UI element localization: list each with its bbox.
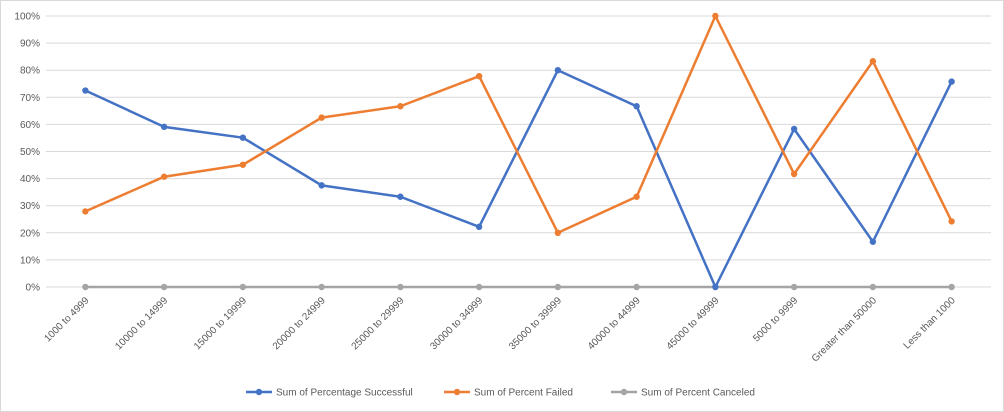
x-tick-label: 30000 to 34999 [428,295,485,352]
y-tick-label: 80% [20,66,40,77]
x-tick-label: 5000 to 9999 [751,295,800,344]
legend: Sum of Percentage Successful Sum of Perce… [246,388,755,399]
legend-marker [620,388,628,396]
data-point [397,283,404,291]
data-point [790,283,798,291]
data-point [82,283,89,291]
data-point [239,134,247,141]
y-axis: 0% 10% 20% 30% 40% 50% 60% 70% 80% 90% 100% [14,12,40,294]
y-tick-label: 40% [20,174,40,185]
data-point [82,87,89,94]
legend-item: Sum of Percent Canceled [611,388,755,399]
x-tick-label: 15000 to 19999 [192,295,249,352]
data-point [318,283,325,291]
x-axis: 1000 to 4999 10000 to 14999 15000 to 19999… [42,295,958,364]
x-tick-label: 20000 to 24999 [271,295,328,352]
y-tick-label: 90% [20,39,40,50]
data-point [948,218,955,225]
legend-item: Sum of Percentage Successful [246,388,413,399]
x-tick-label: 1000 to 4999 [42,295,91,344]
data-point [475,223,483,231]
legend-marker [255,388,263,396]
series-line [84,68,953,289]
data-point [633,193,640,200]
series-line [84,14,953,235]
x-tick-label: 35000 to 39999 [507,295,564,352]
series-0 [82,67,955,291]
data-point [790,170,798,178]
data-point [160,173,168,180]
x-tick-label: Greater than 50000 [810,295,879,364]
data-point [712,283,719,291]
legend-label: Sum of Percent Failed [474,388,573,399]
data-point [554,229,562,236]
legend-item: Sum of Percent Failed [444,388,573,399]
data-point [239,161,247,168]
data-point [397,193,404,200]
data-point [160,123,168,131]
data-point [318,182,325,189]
x-tick-label: 40000 to 44999 [586,295,643,352]
y-tick-label: 100% [14,12,40,23]
y-tick-label: 50% [20,147,40,158]
legend-label: Sum of Percentage Successful [276,388,413,399]
data-point [633,283,640,291]
data-point [948,283,955,291]
data-point [554,67,562,74]
data-point [869,283,877,291]
data-point [633,103,640,110]
x-tick-label: 45000 to 49999 [665,295,722,352]
gridlines [46,15,991,261]
data-point [712,12,719,20]
data-point [82,208,89,215]
data-point [397,103,404,110]
data-point [790,125,798,133]
data-point [475,72,483,80]
data-point [475,283,483,291]
y-tick-label: 0% [26,283,41,294]
x-tick-label: 10000 to 14999 [113,295,170,352]
data-point [554,283,562,291]
legend-label: Sum of Percent Canceled [641,388,755,399]
legend-marker [453,388,461,396]
x-tick-label: Less than 1000 [902,295,958,351]
y-tick-label: 30% [20,201,40,212]
series-2 [82,283,955,291]
y-tick-label: 60% [20,120,40,131]
data-point [318,114,325,121]
data-point [948,78,955,85]
x-tick-label: 25000 to 29999 [350,295,407,352]
y-tick-label: 10% [20,255,40,266]
data-point [869,58,877,65]
y-tick-label: 70% [20,93,40,104]
data-point [239,283,247,291]
series-1 [82,12,955,236]
y-tick-label: 20% [20,228,40,239]
data-point [869,238,877,245]
data-point [160,283,168,291]
